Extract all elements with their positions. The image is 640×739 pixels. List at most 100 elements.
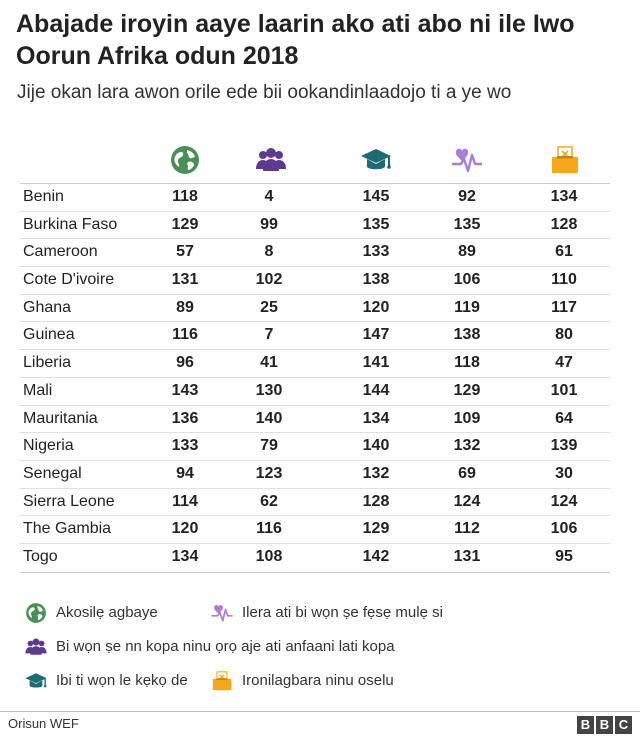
rank-economic: 8 xyxy=(264,243,274,261)
rank-political: 124 xyxy=(550,492,578,510)
graduation-cap-icon xyxy=(359,143,393,177)
rank-economic: 41 xyxy=(260,354,278,372)
country-name: Nigeria xyxy=(23,437,74,455)
rank-political: 61 xyxy=(555,243,573,261)
logo-letter: C xyxy=(615,716,632,734)
table-row: Cote D'ivoire 131 102 138 106 110 xyxy=(20,267,610,295)
rank-health: 135 xyxy=(453,215,481,233)
rank-education: 144 xyxy=(362,381,390,399)
rank-political: 110 xyxy=(551,271,577,289)
globe-icon xyxy=(24,601,48,625)
footer-divider xyxy=(0,711,640,712)
rank-health: 92 xyxy=(458,188,476,205)
ballot-box-icon xyxy=(210,669,234,693)
rank-overall: 134 xyxy=(171,547,199,565)
table-row: Mali 143 130 144 129 101 xyxy=(20,378,610,406)
rank-economic: 4 xyxy=(264,188,274,205)
rank-overall: 129 xyxy=(171,215,199,233)
globe-icon xyxy=(168,143,202,177)
rank-overall: 114 xyxy=(172,492,198,510)
rank-political: 64 xyxy=(555,409,573,427)
table-row: Togo 134 108 142 131 95 xyxy=(20,544,610,572)
rank-health: 109 xyxy=(453,409,481,427)
rank-political: 80 xyxy=(555,326,573,344)
rank-economic: 108 xyxy=(255,547,283,565)
table-row: Liberia 96 41 141 118 47 xyxy=(20,350,610,378)
rank-political: 117 xyxy=(551,298,577,316)
rank-overall: 94 xyxy=(176,464,194,482)
bbc-logo: B B C xyxy=(577,716,632,734)
table-row: Mauritania 136 140 134 109 64 xyxy=(20,406,610,434)
rank-health: 112 xyxy=(454,520,480,538)
ranking-table: Benin 118 4 145 92 134 Burkina Faso 129 99 135 135… xyxy=(20,183,610,573)
rank-health: 132 xyxy=(453,437,481,455)
rank-education: 132 xyxy=(362,464,390,482)
table-row: Benin 118 4 145 92 134 xyxy=(20,184,610,212)
legend-label: Ilera ati bi wọn ṣe fẹsẹ mulẹ si xyxy=(242,604,443,621)
rank-education: 138 xyxy=(362,271,390,289)
rank-overall: 57 xyxy=(176,243,194,261)
country-name: Cameroon xyxy=(23,243,98,261)
rank-education: 120 xyxy=(362,298,390,316)
country-name: Togo xyxy=(23,547,58,565)
table-row: Cameroon 57 8 133 89 61 xyxy=(20,239,610,268)
rank-health: 131 xyxy=(453,547,481,565)
rank-overall: 136 xyxy=(171,409,199,427)
rank-economic: 116 xyxy=(256,520,282,538)
rank-health: 124 xyxy=(453,492,481,510)
country-name: Senegal xyxy=(23,464,82,482)
rank-health: 129 xyxy=(453,381,481,399)
rank-political: 47 xyxy=(555,354,573,372)
rank-overall: 131 xyxy=(171,271,199,289)
rank-overall: 143 xyxy=(171,381,199,399)
graduation-cap-icon xyxy=(24,669,48,693)
rank-education: 135 xyxy=(362,215,390,233)
legend-label: Akosilẹ agbaye xyxy=(56,604,158,621)
people-icon xyxy=(254,143,288,177)
logo-letter: B xyxy=(596,716,613,734)
rank-political: 101 xyxy=(550,381,578,399)
country-name: Benin xyxy=(23,188,64,205)
people-icon xyxy=(24,635,48,659)
rank-overall: 118 xyxy=(172,188,198,205)
source-note: Orisun WEF xyxy=(8,716,79,731)
rank-economic: 123 xyxy=(255,464,283,482)
country-name: Guinea xyxy=(23,326,75,344)
rank-education: 128 xyxy=(362,492,390,510)
rank-health: 106 xyxy=(453,271,481,289)
ballot-box-icon xyxy=(548,143,582,177)
table-row: Burkina Faso 129 99 135 135 128 xyxy=(20,212,610,240)
chart-subtitle: Jije okan lara awon orile ede bii ookand… xyxy=(17,82,512,103)
table-row: Guinea 116 7 147 138 80 xyxy=(20,322,610,351)
rank-political: 95 xyxy=(555,547,573,565)
rank-education: 141 xyxy=(362,354,390,372)
country-name: Ghana xyxy=(23,298,72,316)
rank-overall: 116 xyxy=(172,326,198,344)
table-row: The Gambia 120 116 129 112 106 xyxy=(20,516,610,544)
rank-overall: 120 xyxy=(171,520,199,538)
rank-health: 89 xyxy=(458,243,476,261)
logo-letter: B xyxy=(577,716,594,734)
country-name: Burkina Faso xyxy=(23,215,118,233)
rank-education: 142 xyxy=(362,547,390,565)
legend-label: Ironilagbara ninu oselu xyxy=(242,672,394,689)
heart-pulse-icon xyxy=(210,601,234,625)
rank-economic: 102 xyxy=(255,271,283,289)
country-name: The Gambia xyxy=(23,520,112,538)
table-row: Sierra Leone 114 62 128 124 124 xyxy=(20,489,610,517)
country-name: Cote D'ivoire xyxy=(23,271,115,289)
rank-economic: 99 xyxy=(260,215,278,233)
legend-label: Bi wọn ṣe nn kopa ninu ọrọ aje ati anfaa… xyxy=(56,638,395,655)
rank-health: 69 xyxy=(458,464,476,482)
country-name: Mali xyxy=(23,381,53,399)
table-row: Nigeria 133 79 140 132 139 xyxy=(20,433,610,461)
table-row: Senegal 94 123 132 69 30 xyxy=(20,461,610,489)
heart-pulse-icon xyxy=(450,143,484,177)
rank-economic: 62 xyxy=(260,492,278,510)
rank-political: 30 xyxy=(555,464,573,482)
rank-overall: 133 xyxy=(171,437,199,455)
country-name: Mauritania xyxy=(23,409,98,427)
rank-health: 138 xyxy=(453,326,481,344)
chart-title: Abajade iroyin aaye laarin ako ati abo n… xyxy=(16,10,575,70)
rank-education: 129 xyxy=(362,520,390,538)
